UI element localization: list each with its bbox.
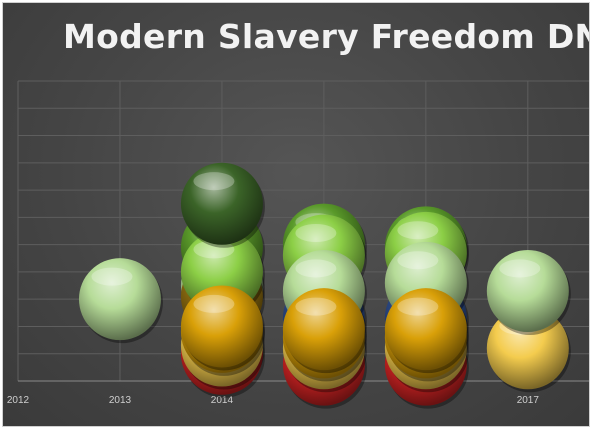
x-tick-label: 2014 xyxy=(211,395,234,406)
x-tick-label: 2017 xyxy=(517,395,540,406)
x-tick-label: 2012 xyxy=(7,395,30,406)
bubble-gold xyxy=(384,288,469,374)
bubble-gold xyxy=(180,285,265,371)
bubble-gold xyxy=(282,288,367,374)
bubbles xyxy=(78,162,571,409)
bubble-palegreen xyxy=(78,258,163,344)
x-tick-label: 2013 xyxy=(109,395,132,406)
bubble-palegreen xyxy=(486,250,571,335)
bubble-lightgold xyxy=(486,307,571,393)
plot-area: 201220132014201520162017 xyxy=(7,80,589,409)
chart-title: Modern Slavery Freedom DNA xyxy=(63,17,590,56)
bubble-darkgreen xyxy=(180,162,265,248)
